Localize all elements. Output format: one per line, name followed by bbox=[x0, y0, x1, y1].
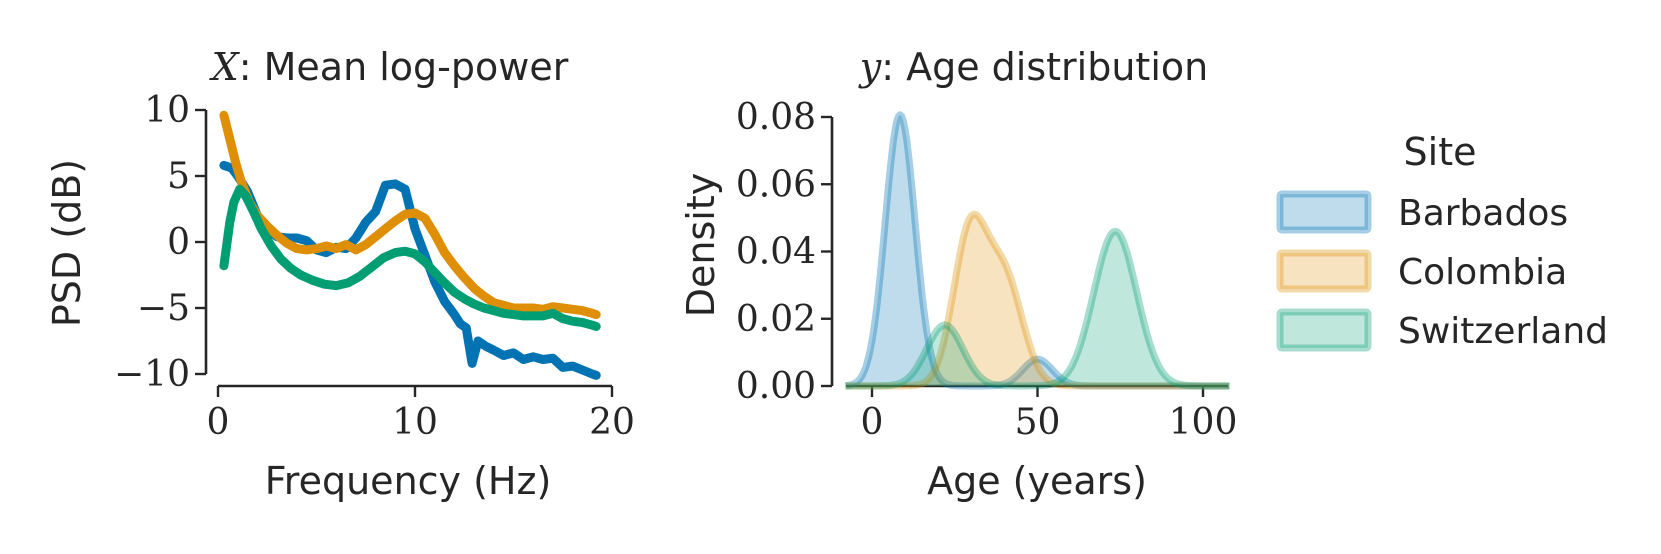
age-curve-barbados bbox=[843, 111, 1232, 390]
psd-y-tick-label: −5 bbox=[137, 288, 190, 329]
age-x-tick-label: 0 bbox=[861, 402, 884, 443]
legend-entry-barbados: Barbados bbox=[1276, 190, 1568, 234]
psd-y-axis-label: PSD (dB) bbox=[45, 159, 89, 327]
psd-axes: 10 5 0 −5 −10 0 10 20 bbox=[114, 90, 635, 443]
psd-x-tick-label: 10 bbox=[392, 402, 438, 443]
legend-entries: Barbados Colombia Switzerland bbox=[1276, 190, 1608, 352]
psd-line-switzerland bbox=[219, 184, 601, 331]
psd-panel: X: Mean log-power 10 5 0 −5 −10 0 10 20 Frequen… bbox=[45, 45, 635, 503]
age-title-text: : Age distribution bbox=[881, 45, 1208, 89]
psd-line-barbados bbox=[219, 160, 601, 380]
age-y-tick-label: 0.06 bbox=[736, 164, 816, 205]
psd-y-tick-label: 0 bbox=[167, 222, 190, 263]
age-title: y: Age distribution bbox=[858, 45, 1208, 89]
legend-label-colombia: Colombia bbox=[1398, 252, 1567, 293]
age-x-axis-label: Age (years) bbox=[927, 459, 1147, 503]
age-area-switzerland bbox=[845, 231, 1230, 386]
age-x-tick-label: 100 bbox=[1169, 402, 1238, 443]
psd-x-tick-label: 20 bbox=[589, 402, 635, 443]
age-y-tick-label: 0.02 bbox=[736, 299, 816, 340]
psd-y-tick-label: 10 bbox=[144, 90, 190, 131]
psd-line-colombia bbox=[219, 110, 601, 320]
age-area-barbados bbox=[845, 114, 1230, 386]
psd-x-tick-label: 0 bbox=[207, 402, 230, 443]
age-axes: 0.00 0.02 0.04 0.06 0.08 0 50 100 bbox=[736, 97, 1238, 443]
age-y-axis-label: Density bbox=[679, 173, 723, 317]
age-y-tick-label: 0.00 bbox=[736, 366, 816, 407]
psd-y-tick-label: −10 bbox=[114, 354, 190, 395]
psd-title: X: Mean log-power bbox=[209, 45, 569, 89]
legend-label-barbados: Barbados bbox=[1398, 193, 1568, 234]
psd-series bbox=[219, 110, 601, 380]
legend: Site Barbados Colombia Switzerland bbox=[1276, 130, 1608, 352]
psd-title-text: : Mean log-power bbox=[239, 45, 569, 89]
age-panel: y: Age distribution 0.00 0.02 0.04 0.06 0.08… bbox=[679, 45, 1237, 503]
legend-swatch-colombia bbox=[1276, 249, 1372, 293]
psd-y-tick-label: 5 bbox=[167, 156, 190, 197]
legend-entry-switzerland: Switzerland bbox=[1276, 308, 1608, 352]
age-title-variable: y bbox=[858, 45, 882, 89]
age-y-tick-label: 0.04 bbox=[736, 232, 816, 273]
psd-x-axis-label: Frequency (Hz) bbox=[265, 459, 552, 503]
age-curve-switzerland bbox=[843, 227, 1232, 390]
psd-title-variable: X bbox=[209, 45, 241, 89]
age-curve-colombia bbox=[843, 210, 1232, 390]
legend-entry-colombia: Colombia bbox=[1276, 249, 1567, 293]
legend-swatch-switzerland bbox=[1276, 308, 1372, 352]
legend-title: Site bbox=[1404, 130, 1477, 174]
legend-swatch-barbados bbox=[1276, 190, 1372, 234]
legend-label-switzerland: Switzerland bbox=[1398, 311, 1608, 352]
age-series bbox=[843, 111, 1232, 390]
age-y-tick-label: 0.08 bbox=[736, 97, 816, 138]
age-x-tick-label: 50 bbox=[1015, 402, 1061, 443]
